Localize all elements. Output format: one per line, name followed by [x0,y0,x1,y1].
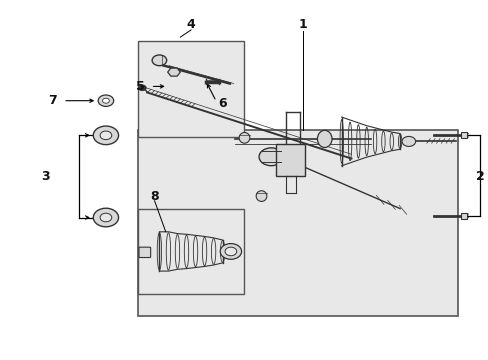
Circle shape [93,208,118,227]
Text: 5: 5 [135,80,144,93]
Text: 2: 2 [475,170,484,183]
Text: 6: 6 [218,98,226,111]
Circle shape [102,98,109,103]
Circle shape [100,131,112,140]
Bar [137,41,244,137]
Circle shape [100,213,112,222]
Circle shape [152,55,166,66]
Text: 1: 1 [298,18,306,31]
Circle shape [259,148,283,166]
Circle shape [138,85,146,91]
Bar [460,132,466,138]
Text: 3: 3 [41,170,49,183]
Circle shape [224,247,236,256]
Circle shape [98,95,114,107]
Ellipse shape [256,191,266,202]
Circle shape [93,126,118,145]
Text: 7: 7 [48,94,57,107]
Circle shape [220,244,241,259]
Ellipse shape [239,132,249,143]
Bar [460,213,466,219]
Circle shape [401,136,415,147]
Bar [137,130,458,316]
Bar [137,208,244,294]
Ellipse shape [317,130,331,148]
Text: 4: 4 [186,18,195,31]
FancyBboxPatch shape [139,247,150,257]
Text: 8: 8 [150,190,159,203]
Bar [276,144,305,176]
